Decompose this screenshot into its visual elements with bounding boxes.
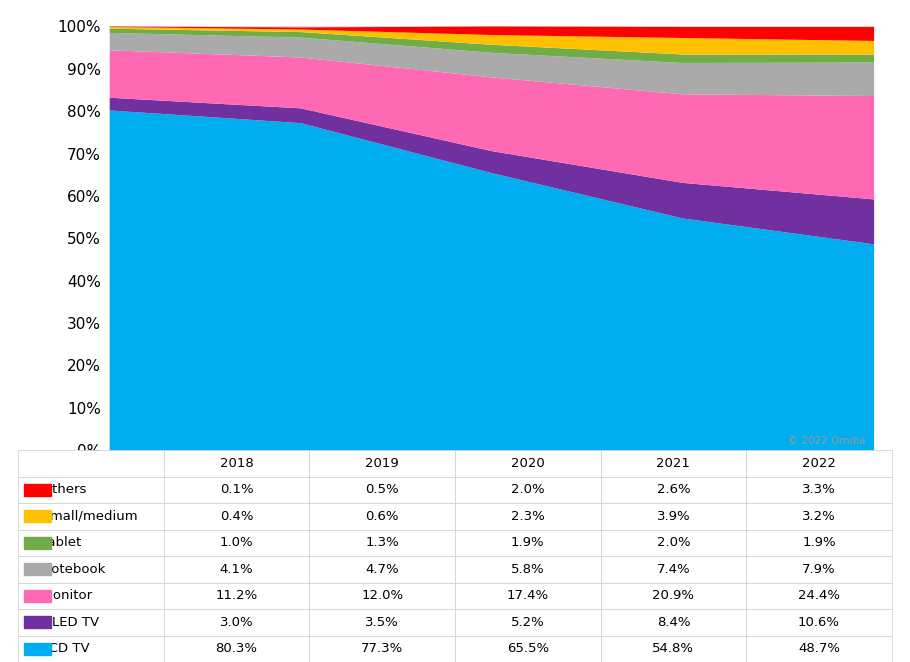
Text: 2020: 2020 — [474, 465, 509, 479]
Bar — [24, 537, 51, 549]
Text: 2022: 2022 — [856, 465, 891, 479]
Bar — [24, 643, 51, 655]
Text: 2019: 2019 — [283, 465, 318, 479]
Bar — [24, 484, 51, 496]
Text: 2021: 2021 — [665, 465, 700, 479]
Text: © 2022 Omdia: © 2022 Omdia — [788, 436, 866, 446]
Bar — [24, 616, 51, 628]
Bar — [24, 510, 51, 522]
Text: 2018: 2018 — [92, 465, 126, 479]
Bar — [24, 590, 51, 602]
Bar — [24, 563, 51, 575]
